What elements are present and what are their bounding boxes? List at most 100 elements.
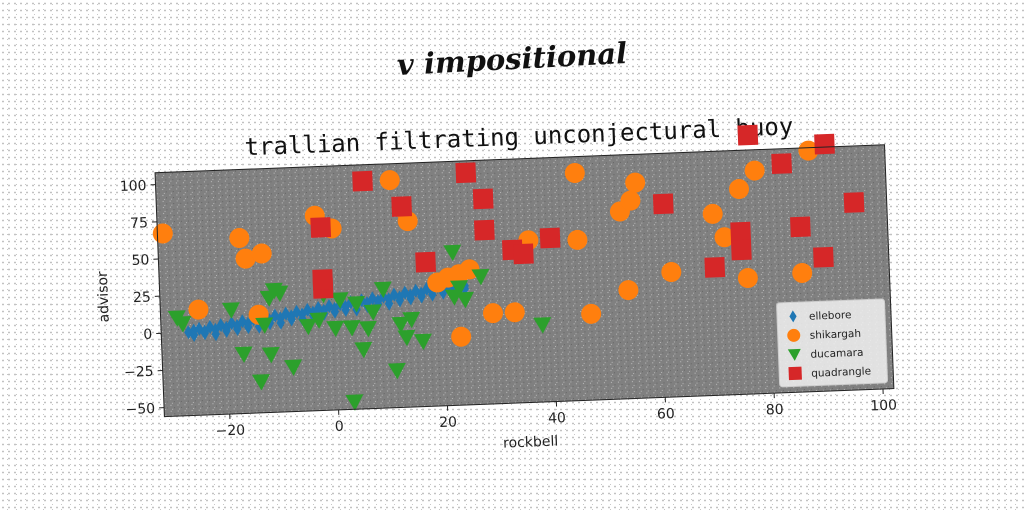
x-tick-label: −20 bbox=[215, 423, 245, 440]
data-point-shikargah bbox=[792, 262, 813, 283]
x-tick-label: 100 bbox=[870, 397, 897, 414]
data-point-quadrangle bbox=[415, 251, 436, 273]
data-point-ducamara bbox=[270, 285, 289, 303]
data-point-quadrangle bbox=[472, 188, 494, 210]
y-tick-label: 100 bbox=[120, 178, 147, 195]
x-tick-label: 80 bbox=[766, 402, 784, 419]
data-point-ellebore bbox=[373, 297, 383, 312]
legend-marker-ducamara bbox=[787, 348, 801, 361]
data-point-quadrangle bbox=[730, 239, 752, 261]
scatter-chart: trallian filtrating unconjectural buoy −… bbox=[95, 112, 898, 451]
data-point-shikargah bbox=[564, 163, 585, 184]
data-point-shikargah bbox=[702, 203, 723, 224]
data-point-ducamara bbox=[450, 280, 469, 297]
data-point-ellebore bbox=[341, 302, 350, 317]
y-tick-label: 75 bbox=[130, 215, 148, 232]
data-point-shikargah bbox=[188, 299, 209, 320]
data-points bbox=[152, 124, 865, 411]
data-point-ellebore bbox=[330, 304, 340, 319]
data-point-ducamara bbox=[309, 312, 328, 329]
data-point-shikargah bbox=[482, 303, 503, 324]
y-tick-label: −50 bbox=[125, 401, 155, 418]
data-point-quadrangle bbox=[704, 257, 726, 278]
legend-label-quadrangle: quadrangle bbox=[811, 365, 871, 379]
data-point-ellebore bbox=[287, 312, 296, 327]
data-point-quadrangle bbox=[473, 219, 495, 241]
y-tick-label: 50 bbox=[131, 252, 149, 269]
data-point-ducamara bbox=[326, 320, 345, 338]
data-point-ellebore bbox=[406, 291, 415, 306]
data-point-shikargah bbox=[567, 229, 588, 250]
y-tick-label: 0 bbox=[143, 327, 153, 343]
data-point-ducamara bbox=[397, 329, 416, 347]
data-point-ellebore bbox=[200, 326, 210, 341]
legend: ellebore shikargah ducamara quadrangle bbox=[776, 298, 889, 388]
data-point-ducamara bbox=[471, 268, 490, 286]
data-point-ellebore bbox=[395, 293, 405, 308]
data-point-ducamara bbox=[402, 311, 421, 329]
data-point-quadrangle bbox=[813, 246, 834, 268]
legend-box bbox=[776, 298, 889, 388]
data-point-ducamara bbox=[221, 302, 240, 319]
data-point-shikargah bbox=[379, 170, 400, 191]
data-point-quadrangle bbox=[539, 227, 561, 249]
y-tick-label: −25 bbox=[124, 364, 154, 381]
data-point-ducamara bbox=[533, 317, 552, 334]
data-point-ducamara bbox=[358, 320, 377, 338]
data-point-quadrangle bbox=[814, 133, 835, 155]
data-point-ducamara bbox=[373, 281, 392, 299]
data-point-ducamara bbox=[251, 374, 270, 391]
data-point-ducamara bbox=[330, 292, 349, 309]
data-point-shikargah bbox=[744, 160, 765, 181]
y-axis-label: advisor bbox=[95, 271, 113, 323]
data-point-shikargah bbox=[737, 268, 758, 289]
x-tick-label: 20 bbox=[439, 414, 457, 431]
data-point-quadrangle bbox=[312, 269, 334, 290]
x-tick-label: 60 bbox=[657, 406, 675, 423]
data-point-quadrangle bbox=[652, 193, 674, 215]
legend-marker-quadrangle bbox=[788, 366, 802, 381]
data-point-ellebore bbox=[189, 328, 199, 343]
data-point-quadrangle bbox=[310, 217, 332, 238]
legend-label-shikargah: shikargah bbox=[810, 328, 862, 342]
data-point-quadrangle bbox=[513, 243, 534, 265]
data-point-quadrangle bbox=[737, 124, 759, 146]
data-point-shikargah bbox=[714, 227, 735, 248]
data-point-shikargah bbox=[251, 243, 272, 264]
data-point-quadrangle bbox=[843, 192, 865, 213]
data-point-ducamara bbox=[354, 341, 373, 359]
data-point-shikargah bbox=[451, 326, 472, 347]
data-point-ellebore bbox=[211, 327, 220, 342]
data-point-ducamara bbox=[261, 346, 280, 364]
data-point-shikargah bbox=[229, 228, 250, 249]
data-point-ducamara bbox=[443, 244, 462, 262]
data-point-ducamara bbox=[363, 304, 382, 321]
data-point-ellebore bbox=[384, 296, 394, 311]
data-point-ducamara bbox=[173, 316, 192, 333]
y-tick-label: 25 bbox=[133, 290, 151, 307]
x-tick-label: 40 bbox=[548, 410, 566, 427]
data-point-shikargah bbox=[620, 190, 641, 211]
data-point-ellebore bbox=[428, 287, 437, 302]
plot-frame bbox=[154, 144, 895, 418]
data-point-ducamara bbox=[345, 394, 364, 411]
data-point-quadrangle bbox=[730, 221, 752, 243]
data-point-quadrangle bbox=[391, 196, 413, 217]
legend-label-ducamara: ducamara bbox=[810, 347, 863, 361]
data-point-shikargah bbox=[235, 248, 256, 269]
data-point-shikargah bbox=[661, 262, 682, 283]
data-point-ducamara bbox=[387, 362, 406, 380]
data-point-quadrangle bbox=[790, 216, 811, 238]
data-point-quadrangle bbox=[771, 153, 793, 174]
data-point-ellebore bbox=[233, 321, 242, 336]
x-tick-label: 0 bbox=[334, 419, 344, 435]
x-axis-label: rockbell bbox=[503, 433, 559, 451]
data-point-ellebore bbox=[222, 323, 231, 338]
data-point-shikargah bbox=[581, 303, 602, 324]
data-point-ducamara bbox=[342, 319, 361, 337]
data-point-ducamara bbox=[391, 316, 410, 334]
data-point-ducamara bbox=[413, 333, 432, 351]
chart-container: trallian filtrating unconjectural buoy −… bbox=[67, 76, 911, 478]
data-point-ducamara bbox=[284, 359, 303, 376]
data-point-shikargah bbox=[618, 280, 639, 301]
